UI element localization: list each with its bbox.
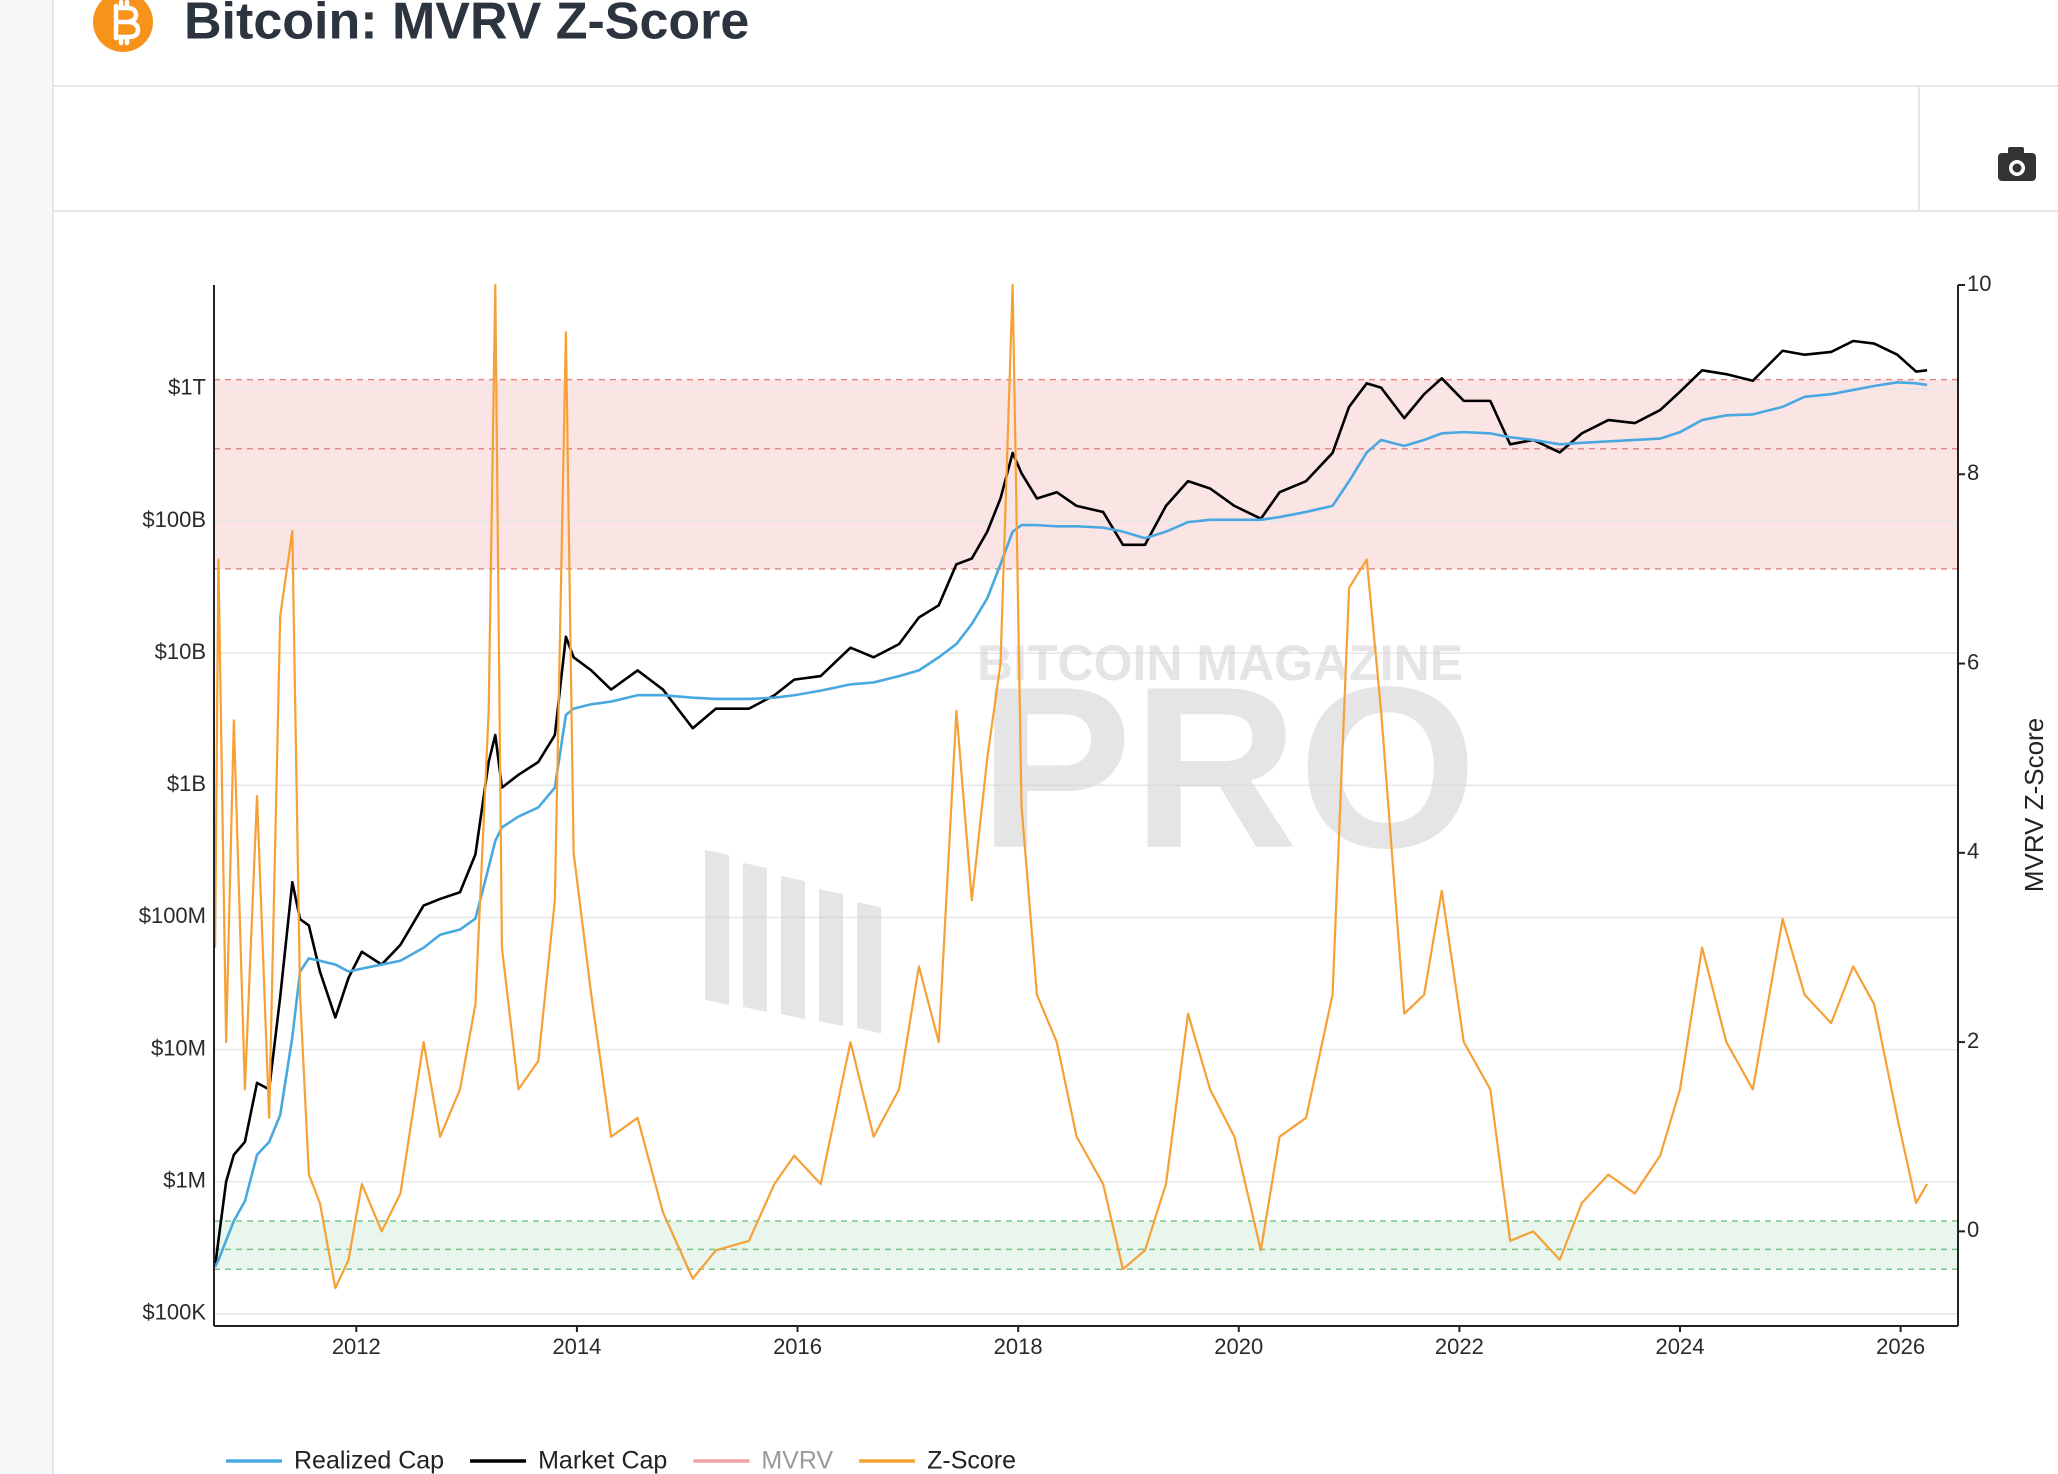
watermark-stripe bbox=[819, 889, 843, 1027]
y2-tick-label: 4 bbox=[1967, 839, 1979, 864]
y2-tick-label: 10 bbox=[1967, 271, 1991, 296]
y-tick-label: $1B bbox=[167, 771, 206, 796]
x-tick-label: 2026 bbox=[1876, 1334, 1925, 1359]
x-tick-label: 2020 bbox=[1214, 1334, 1263, 1359]
y2-tick-label: 0 bbox=[1967, 1217, 1979, 1242]
y-tick-label: $1T bbox=[168, 375, 206, 400]
x-tick-label: 2016 bbox=[773, 1334, 822, 1359]
y2-tick-label: 6 bbox=[1967, 649, 1979, 674]
y2-tick-label: 8 bbox=[1967, 460, 1979, 485]
watermark-stripe bbox=[705, 849, 729, 1005]
zone-band bbox=[214, 1220, 1958, 1270]
zone-band bbox=[214, 379, 1958, 569]
watermark-stripe bbox=[857, 902, 881, 1034]
page-title: Bitcoin: MVRV Z-Score bbox=[184, 0, 749, 51]
plot bbox=[214, 283, 1929, 1290]
y-tick-label: $100K bbox=[142, 1300, 206, 1325]
y-tick-label: $100M bbox=[139, 903, 206, 928]
watermark-stripe bbox=[743, 862, 767, 1013]
y-tick-label: $1M bbox=[163, 1168, 206, 1193]
y2-tick-label: 2 bbox=[1967, 1028, 1979, 1053]
bitcoin-icon bbox=[93, 0, 153, 52]
legend-item[interactable]: MVRV bbox=[693, 1447, 833, 1474]
x-tick-label: 2018 bbox=[994, 1334, 1043, 1359]
camera-button[interactable] bbox=[1998, 147, 2036, 181]
x-tick-label: 2022 bbox=[1435, 1334, 1484, 1359]
watermark-text: BITCOIN MAGAZINE bbox=[977, 635, 1463, 691]
watermark-text: PRO bbox=[979, 639, 1477, 896]
watermark-stripe bbox=[781, 876, 805, 1020]
series-line bbox=[214, 380, 1928, 1268]
series-line bbox=[214, 283, 1929, 1290]
legend-label: MVRV bbox=[761, 1447, 833, 1474]
legend-label: Market Cap bbox=[538, 1447, 667, 1474]
side-strip bbox=[0, 0, 53, 1474]
x-tick-label: 2014 bbox=[552, 1334, 601, 1359]
x-tick-label: 2024 bbox=[1656, 1334, 1705, 1359]
y2-axis-title: MVRV Z-Score bbox=[2019, 718, 2049, 892]
legend-item[interactable]: Z-Score bbox=[859, 1447, 1016, 1474]
legend-item[interactable]: Market Cap bbox=[470, 1447, 667, 1474]
x-tick-label: 2012 bbox=[332, 1334, 381, 1359]
legend-item[interactable]: Realized Cap bbox=[226, 1447, 444, 1474]
chart: $100K $1M $10M $100M $1B $10B $100B $1T BITCOIN … bbox=[139, 271, 2049, 1474]
y-tick-label: $100B bbox=[142, 507, 206, 532]
y-tick-label: $10B bbox=[155, 639, 206, 664]
legend-label: Realized Cap bbox=[294, 1447, 444, 1474]
legend-label: Z-Score bbox=[927, 1447, 1016, 1474]
y-tick-label: $10M bbox=[151, 1035, 206, 1060]
